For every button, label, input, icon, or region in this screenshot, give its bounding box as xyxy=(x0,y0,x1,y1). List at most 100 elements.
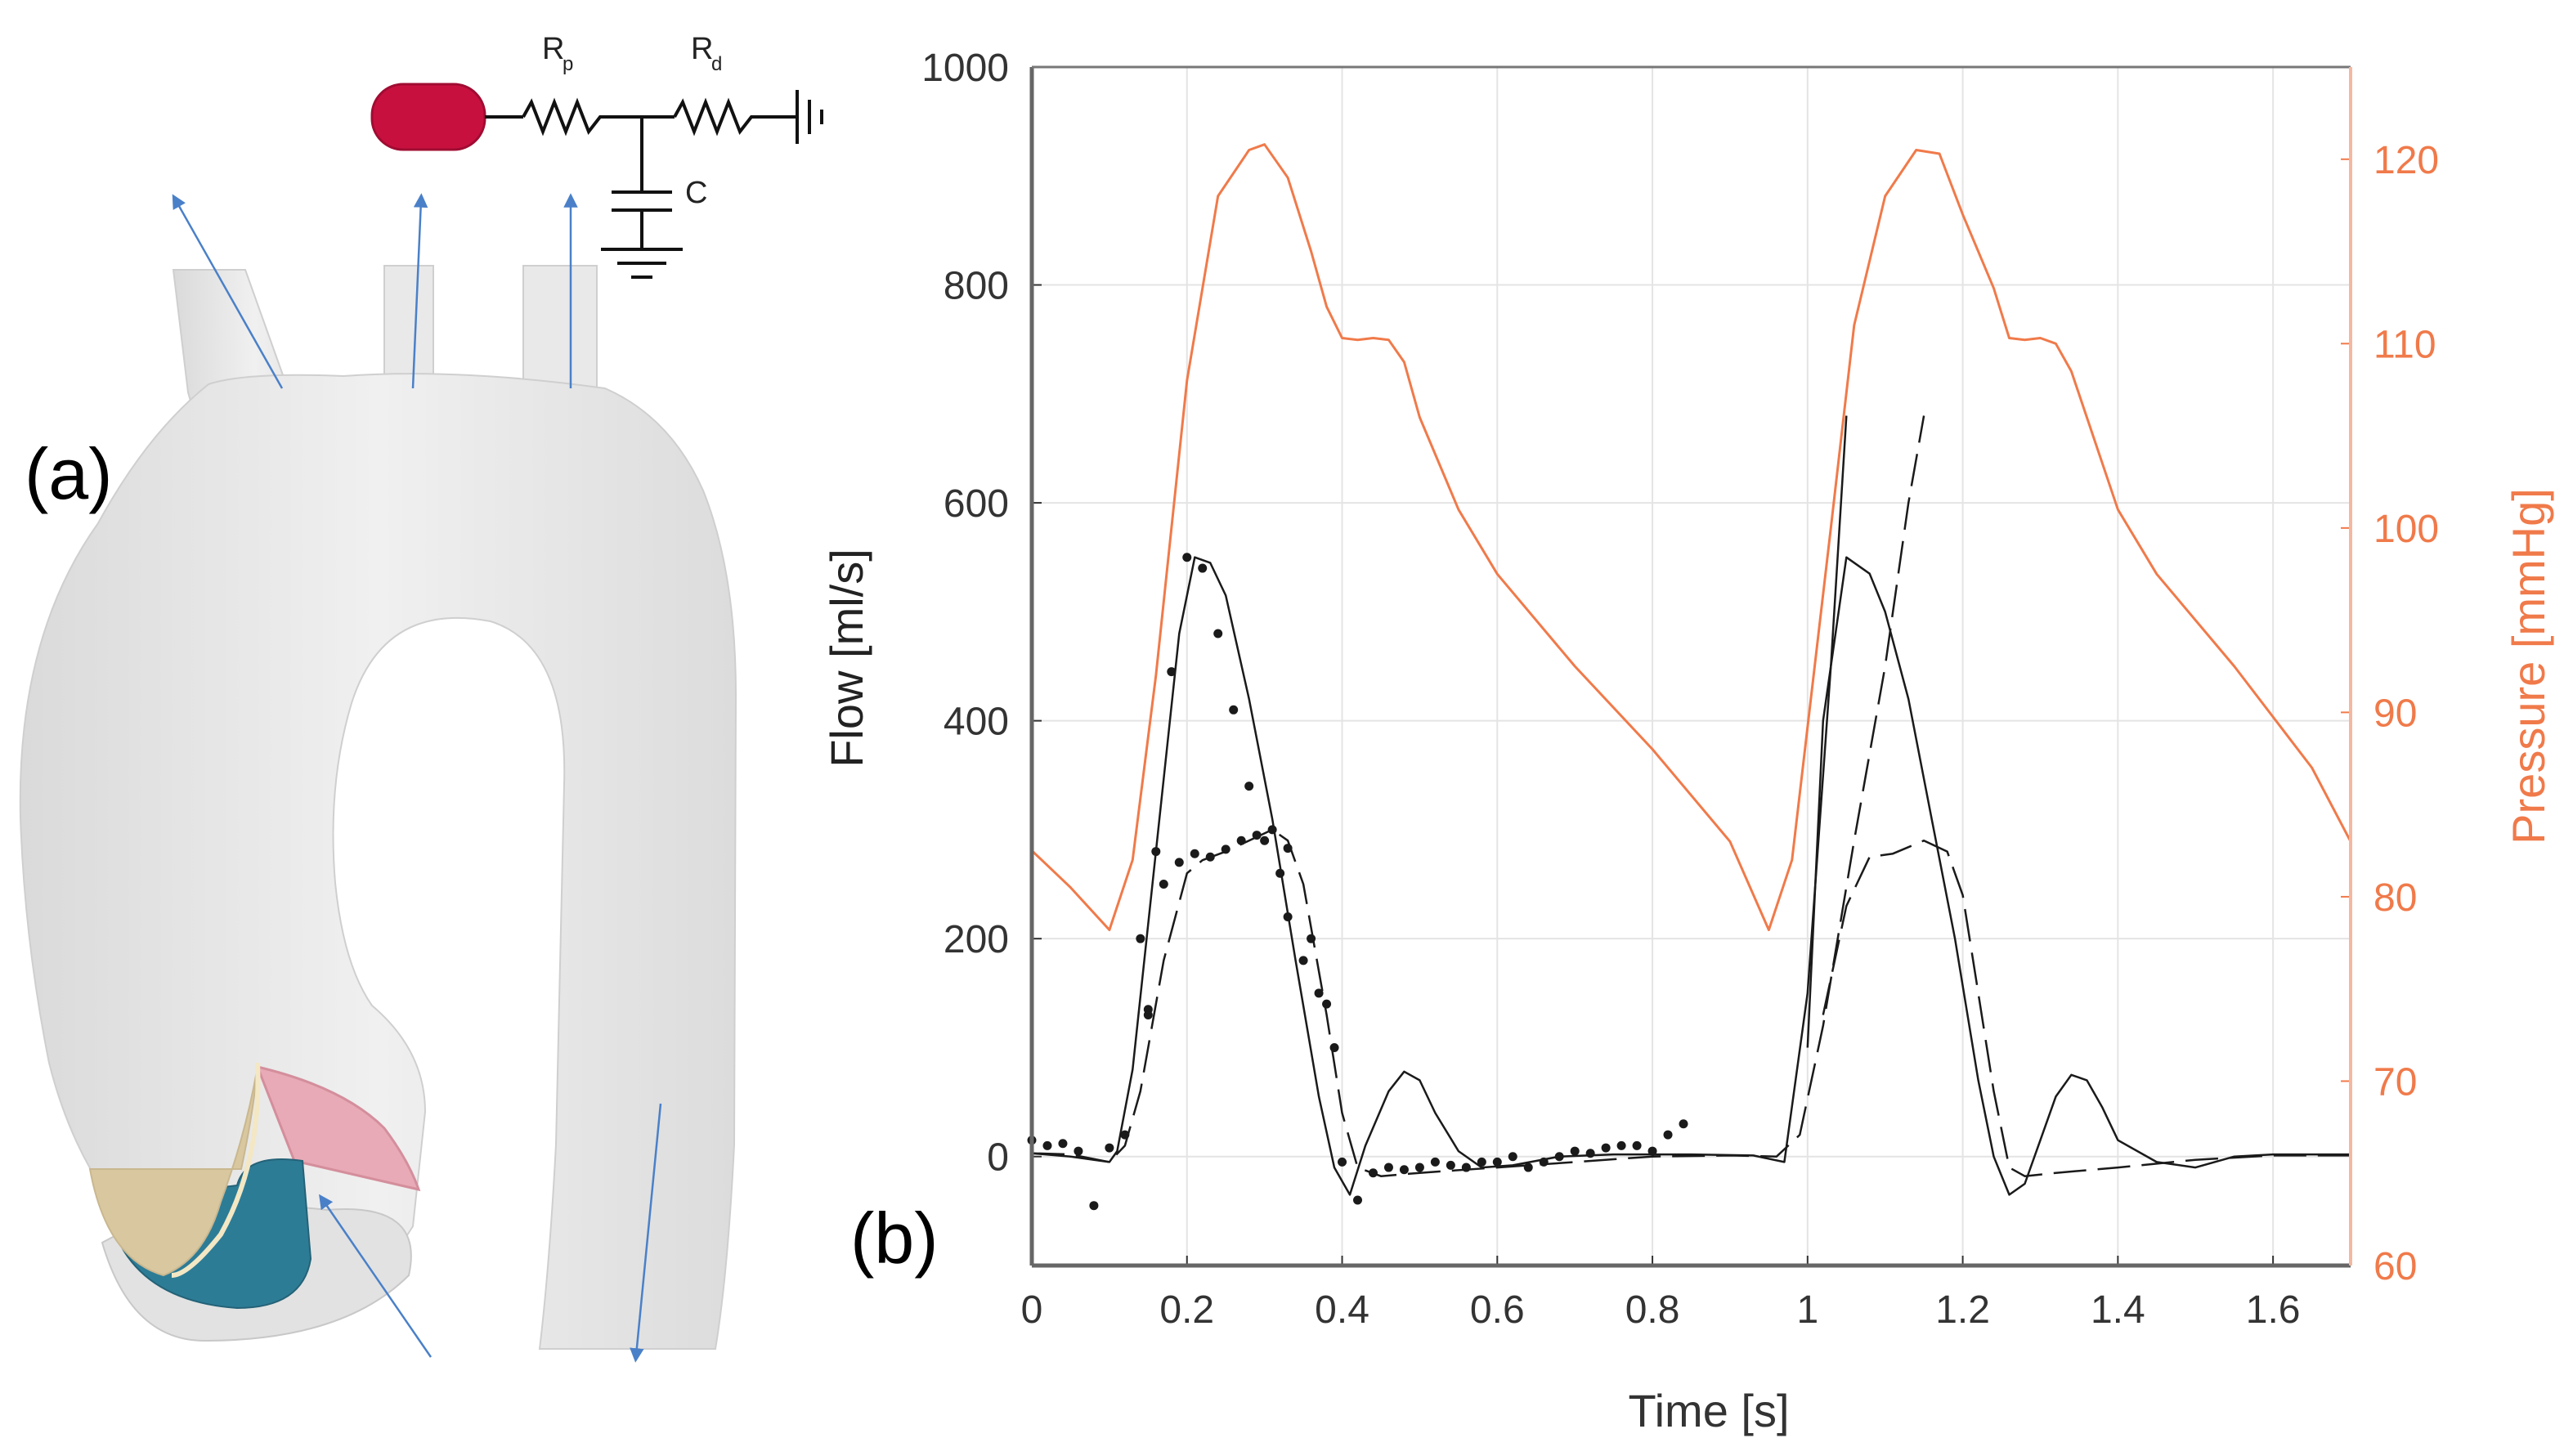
measured-flow-point xyxy=(1267,825,1277,835)
measured-flow-point xyxy=(1159,880,1168,889)
x-tick-label: 1.4 xyxy=(2091,1288,2145,1332)
rp-subscript: p xyxy=(563,53,573,75)
measured-flow-point xyxy=(1322,999,1332,1009)
x-tick-label: 0.6 xyxy=(1470,1288,1525,1332)
circuit-labels: R p R d C xyxy=(542,32,722,210)
rp-label: R xyxy=(542,32,564,66)
y-tick-label: 600 xyxy=(944,482,1009,526)
measured-flow-point xyxy=(1632,1140,1642,1150)
measured-flow-point xyxy=(1663,1130,1673,1140)
ground-right-icon xyxy=(796,90,823,144)
pressure-series-layer xyxy=(1030,143,2352,931)
measured-flow-point xyxy=(1167,667,1177,677)
measured-markers-layer xyxy=(1027,553,1688,1211)
measured-flow-point xyxy=(1120,1130,1130,1140)
measured-flow-point xyxy=(1283,912,1293,922)
measured-flow-point xyxy=(1205,852,1215,862)
measured-flow-point xyxy=(1213,629,1223,638)
flow-series-layer xyxy=(1031,415,2351,1196)
y-tick-label: 0 xyxy=(987,1136,1009,1180)
measured-flow-point xyxy=(1190,849,1199,858)
x-tick-label: 1.2 xyxy=(1935,1288,1990,1332)
x-tick-label: 0.4 xyxy=(1315,1288,1369,1332)
measured-flow-point xyxy=(1236,836,1246,845)
measured-flow-point xyxy=(1368,1168,1378,1178)
measured-flow-point xyxy=(1585,1149,1595,1158)
measured-flow-point xyxy=(1275,868,1285,878)
measured-flow-point xyxy=(1446,1160,1455,1170)
measured-flow-point xyxy=(1679,1119,1688,1129)
x-tick-label: 1 xyxy=(1796,1288,1818,1332)
resistor-rd-icon xyxy=(673,97,764,137)
measured-flow-point xyxy=(1399,1165,1409,1175)
measured-flow-point xyxy=(1058,1139,1068,1149)
outlet-element-icon xyxy=(370,83,486,151)
x-tick-label: 1.6 xyxy=(2246,1288,2301,1332)
measured-flow-point xyxy=(1221,844,1230,854)
measured-flow-point xyxy=(1307,934,1316,943)
measured-flow-point xyxy=(1601,1143,1611,1153)
leaflet-pink xyxy=(255,1064,421,1192)
pressure-line xyxy=(1030,143,2352,931)
measured-flow-point xyxy=(1244,782,1254,791)
y-tick-label: 200 xyxy=(944,918,1009,961)
x-axis-label: Time [s] xyxy=(1628,1385,1789,1436)
y-axis-label: Flow [ml/s] xyxy=(821,549,872,768)
resistor-rp-icon xyxy=(522,97,609,137)
x-tick-label: 0.8 xyxy=(1625,1288,1680,1332)
y2-tick-label: 90 xyxy=(2374,692,2417,735)
inlet-arrow xyxy=(319,1194,433,1358)
flow-line-solid xyxy=(1031,415,1848,1196)
measured-flow-point xyxy=(1042,1140,1052,1150)
leaflet-edge xyxy=(171,1062,261,1278)
measured-flow-point xyxy=(1539,1157,1549,1167)
y2-axis-label: Pressure [mmHg] xyxy=(2503,488,2554,844)
y-tick-label: 1000 xyxy=(921,47,1009,90)
panel-b-label: (b) xyxy=(850,1198,939,1279)
rd-subscript: d xyxy=(711,53,722,75)
measured-flow-point xyxy=(1089,1201,1099,1211)
flow-line-dashed xyxy=(1822,839,2351,1177)
outlet-arrow-brachiocephalic xyxy=(172,194,284,389)
y-tick-label: 800 xyxy=(944,265,1009,308)
measured-flow-point xyxy=(1508,1152,1517,1162)
measured-flow-point xyxy=(1414,1163,1424,1172)
measured-flow-point xyxy=(1314,988,1324,998)
windkessel-circuit xyxy=(370,83,823,279)
measured-flow-point xyxy=(1430,1157,1440,1167)
measured-flow-point xyxy=(1647,1146,1657,1156)
descending-outlet-arrow xyxy=(630,1103,662,1363)
measured-flow-point xyxy=(1105,1143,1114,1153)
flow-arrows xyxy=(172,193,662,1363)
measured-flow-point xyxy=(1554,1152,1564,1162)
c-label: C xyxy=(685,176,707,210)
measured-flow-point xyxy=(1283,844,1293,853)
measured-flow-point xyxy=(1338,1157,1347,1167)
measured-flow-point xyxy=(1252,831,1262,840)
rd-label: R xyxy=(691,32,713,66)
measured-flow-point xyxy=(1477,1157,1486,1167)
leaflet-beige xyxy=(88,1066,258,1277)
y-tick-label: 400 xyxy=(944,701,1009,744)
measured-flow-point xyxy=(1136,934,1145,943)
measured-flow-point xyxy=(1616,1140,1626,1150)
measured-flow-point xyxy=(1182,553,1192,562)
y2-tick-label: 100 xyxy=(2374,508,2439,551)
x-tick-label: 0.2 xyxy=(1159,1288,1214,1332)
measured-flow-point xyxy=(1523,1163,1533,1172)
measured-flow-point xyxy=(1570,1146,1580,1156)
y2-tick-label: 110 xyxy=(2374,323,2436,366)
measured-flow-point xyxy=(1174,858,1184,867)
measured-flow-point xyxy=(1143,1010,1153,1019)
measured-flow-point xyxy=(1461,1163,1471,1172)
ground-bottom-icon xyxy=(601,248,683,279)
measured-flow-point xyxy=(1353,1195,1363,1205)
capacitor-icon xyxy=(612,190,672,212)
outlet-arrow-carotid xyxy=(411,193,428,389)
measured-flow-point xyxy=(1492,1157,1502,1167)
measured-flow-point xyxy=(1260,836,1270,845)
measured-flow-point xyxy=(1074,1146,1083,1156)
y2-tick-label: 60 xyxy=(2374,1245,2417,1288)
flow-line-dashed xyxy=(1031,415,1925,1177)
